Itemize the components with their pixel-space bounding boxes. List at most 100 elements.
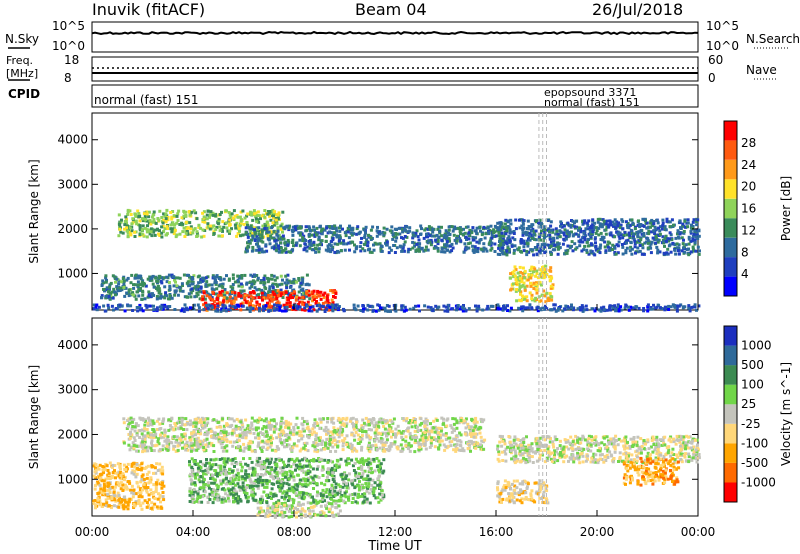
heatmap-cell <box>333 290 337 294</box>
heatmap-cell <box>526 306 530 310</box>
y-tick-label: 1000 <box>57 266 88 280</box>
heatmap-cell <box>525 253 529 257</box>
heatmap-cell <box>432 436 436 440</box>
heatmap-cell <box>218 213 222 216</box>
heatmap-cell <box>316 436 320 440</box>
heatmap-cell <box>138 233 142 236</box>
heatmap-cell <box>642 224 646 228</box>
heatmap-cell <box>276 294 280 297</box>
heatmap-cell <box>319 304 323 308</box>
heatmap-cell <box>429 238 433 242</box>
heatmap-cell <box>255 428 258 432</box>
heatmap-cell <box>315 422 319 425</box>
heatmap-cell <box>306 449 310 453</box>
heatmap-cell <box>444 305 448 309</box>
heatmap-cell <box>243 298 247 302</box>
heatmap-cell <box>122 417 126 421</box>
heatmap-cell <box>249 294 253 298</box>
heatmap-cell <box>111 296 115 300</box>
heatmap-cell <box>231 216 235 220</box>
heatmap-cell <box>165 275 169 279</box>
heatmap-cell <box>479 238 483 241</box>
heatmap-cell <box>532 270 535 274</box>
heatmap-cell <box>528 291 532 295</box>
heatmap-cell <box>309 243 313 247</box>
heatmap-cell <box>624 251 628 255</box>
nsearch-label: N.Search <box>746 32 800 46</box>
heatmap-cell <box>240 285 244 289</box>
heatmap-cell <box>225 444 229 448</box>
heatmap-cell <box>262 419 266 423</box>
heatmap-cell <box>548 269 552 272</box>
heatmap-cell <box>160 235 164 239</box>
heatmap-cell <box>295 307 299 311</box>
heatmap-cell <box>143 226 147 230</box>
heatmap-cell <box>675 304 679 308</box>
heatmap-cell <box>691 226 695 230</box>
heatmap-cell <box>275 436 279 440</box>
heatmap-cell <box>164 212 168 216</box>
heatmap-cell <box>331 236 335 240</box>
heatmap-cell <box>598 217 602 221</box>
heatmap-cell <box>302 429 306 433</box>
heatmap-cell <box>401 247 405 251</box>
heatmap-cell <box>294 423 298 427</box>
heatmap-cell <box>260 233 264 237</box>
heatmap-cell <box>607 225 611 229</box>
heatmap-cell <box>621 245 625 249</box>
heatmap-cell <box>609 233 613 237</box>
heatmap-cell <box>582 221 586 225</box>
heatmap-cell <box>314 433 318 437</box>
heatmap-cell <box>265 433 269 437</box>
heatmap-cell <box>338 431 342 435</box>
heatmap-cell <box>329 438 332 441</box>
heatmap-cell <box>195 437 199 441</box>
heatmap-cell <box>636 246 640 250</box>
heatmap-cell <box>233 294 237 298</box>
heatmap-cell <box>426 232 430 236</box>
heatmap-cell <box>424 447 428 451</box>
heatmap-cell <box>690 223 693 227</box>
heatmap-cell <box>161 418 165 422</box>
heatmap-cell <box>400 304 404 308</box>
heatmap-cell <box>279 433 282 437</box>
heatmap-cell <box>583 219 587 223</box>
heatmap-cell <box>279 274 283 278</box>
heatmap-cell <box>390 225 394 229</box>
heatmap-cell <box>380 441 384 445</box>
heatmap-cell <box>526 278 530 282</box>
heatmap-cell <box>637 239 641 243</box>
heatmap-cell <box>300 232 304 236</box>
heatmap-cell <box>579 230 583 234</box>
heatmap-cell <box>645 226 649 230</box>
heatmap-cell <box>531 229 535 233</box>
heatmap-cell <box>254 215 258 219</box>
heatmap-cell <box>587 252 591 256</box>
heatmap-cell <box>528 238 532 242</box>
heatmap-cell <box>686 218 690 222</box>
heatmap-cell <box>555 236 559 240</box>
heatmap-cell <box>222 225 226 229</box>
heatmap-cell <box>668 243 672 247</box>
heatmap-cell <box>264 304 268 308</box>
heatmap-cell <box>275 301 279 305</box>
heatmap-cell <box>168 424 172 427</box>
heatmap-cell <box>142 212 146 216</box>
heatmap-cell <box>150 292 154 296</box>
heatmap-cell <box>445 309 449 312</box>
heatmap-cell <box>649 251 653 255</box>
heatmap-cell <box>604 232 608 236</box>
heatmap-cell <box>218 302 222 306</box>
heatmap-cell <box>159 292 163 296</box>
heatmap-cell <box>199 226 203 230</box>
heatmap-cell <box>328 305 332 309</box>
heatmap-cell <box>315 292 319 296</box>
heatmap-cell <box>372 309 375 313</box>
heatmap-cell <box>306 425 310 429</box>
heatmap-cell <box>274 290 278 294</box>
heatmap-cell <box>169 223 173 227</box>
heatmap-cell <box>257 306 261 310</box>
heatmap-cell <box>459 449 463 452</box>
heatmap-cell <box>306 245 310 249</box>
heatmap-cell <box>339 241 343 245</box>
